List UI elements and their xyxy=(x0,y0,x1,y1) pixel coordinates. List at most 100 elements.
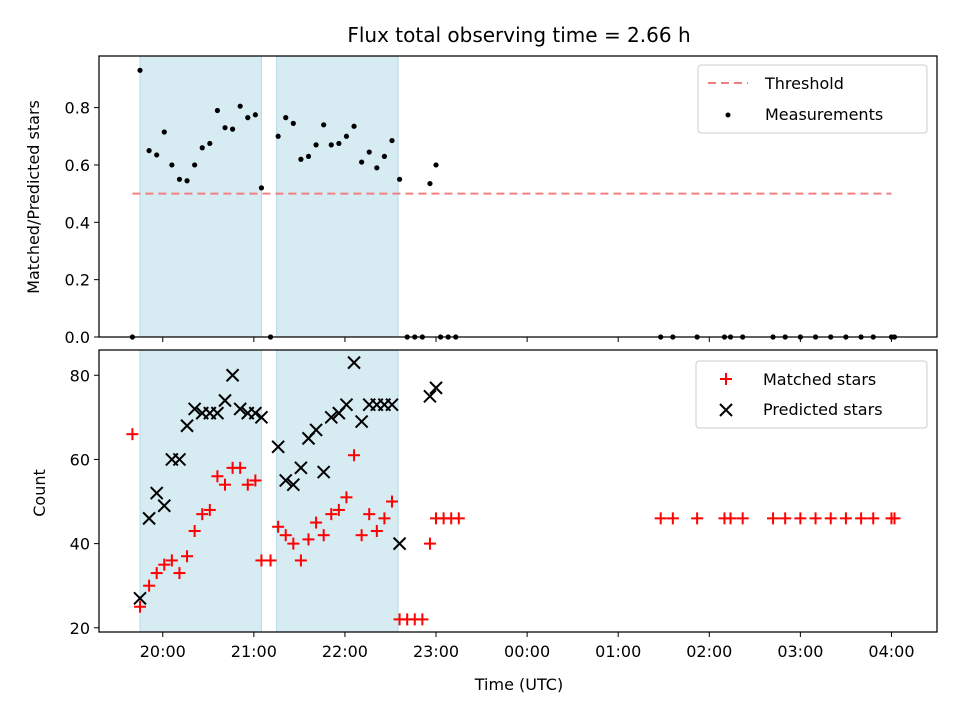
x-stroke-b xyxy=(279,473,293,488)
measurement-point xyxy=(359,159,365,165)
legend-predicted-label: Predicted stars xyxy=(763,400,883,419)
predicted-stars-point xyxy=(233,402,247,416)
matched-stars-point xyxy=(867,512,880,525)
measurement-point xyxy=(366,149,372,155)
matched-stars-point xyxy=(264,554,277,567)
predicted-stars-point xyxy=(254,410,269,425)
top-panel-x-ticks xyxy=(162,337,892,342)
matched-stars-point xyxy=(126,428,139,441)
matched-stars-point xyxy=(809,512,822,525)
predicted-stars-point xyxy=(316,465,331,479)
matched-stars-point xyxy=(310,516,323,529)
top-panel: 0.00.20.40.60.8 Matched/Predicted stars … xyxy=(24,55,938,347)
bottom-panel: 20 40 60 80 20:00 21:00 22:00 23:00 00:00 01:00 0… xyxy=(30,349,938,694)
matched-stars-point xyxy=(385,495,398,508)
matched-stars-point xyxy=(219,478,232,491)
x-stroke-b xyxy=(324,410,338,425)
x-stroke-b xyxy=(354,414,369,429)
matched-stars-point xyxy=(423,537,436,550)
x-stroke-b xyxy=(149,486,164,500)
top-panel-y-label: Matched/Predicted stars xyxy=(24,100,43,294)
x-axis-label: Time (UTC) xyxy=(474,675,563,694)
legend-predicted-swatch xyxy=(719,403,733,417)
predicted-stars-point xyxy=(187,402,202,416)
matched-stars-point xyxy=(839,512,852,525)
measurement-point xyxy=(229,126,236,132)
matched-stars-point xyxy=(363,508,376,521)
x-stroke-b xyxy=(271,440,285,454)
matched-stars-point xyxy=(150,567,163,580)
top-panel-shaded-spans xyxy=(139,55,399,338)
top-panel-frame xyxy=(98,55,938,338)
y-tick-label: 40 xyxy=(70,535,90,554)
measurement-point xyxy=(184,178,190,184)
matched-stars-point xyxy=(133,600,146,613)
matched-stars-point xyxy=(794,512,807,525)
matched-stars-point xyxy=(824,512,837,525)
chart-title: Flux total observing time = 2.66 h xyxy=(347,23,690,47)
legend-measurements-swatch xyxy=(725,112,731,118)
shaded-span-1 xyxy=(139,349,262,633)
predicted-stars-point xyxy=(324,410,338,425)
x-tick-label: 01:00 xyxy=(595,642,641,661)
matched-stars-point xyxy=(724,512,737,525)
measurement-point xyxy=(169,162,175,168)
predicted-stars-point xyxy=(218,393,232,408)
measurement-point xyxy=(321,122,327,128)
x-stroke-b xyxy=(210,406,225,420)
x-stroke-b xyxy=(392,536,407,551)
matched-stars-point xyxy=(181,550,194,563)
measurement-point xyxy=(199,145,205,151)
x-tick-label: 20:00 xyxy=(140,642,186,661)
predicted-stars-point xyxy=(225,368,240,382)
shaded-span-2 xyxy=(276,349,399,633)
matched-stars-point xyxy=(279,529,292,542)
measurement-point xyxy=(336,140,342,147)
shaded-span-1 xyxy=(139,55,262,338)
matched-stars-point xyxy=(173,567,186,580)
measurement-point xyxy=(252,112,258,118)
measurement-point xyxy=(328,142,334,148)
count-points xyxy=(126,355,901,626)
matched-stars-point xyxy=(211,470,224,483)
legend-measurements-label: Measurements xyxy=(765,105,883,124)
matched-stars-point xyxy=(203,503,216,516)
measurement-point xyxy=(381,153,388,159)
x-tick-label: 23:00 xyxy=(413,642,459,661)
measurement-point xyxy=(237,103,243,109)
predicted-stars-point xyxy=(286,477,301,492)
matched-stars-point xyxy=(332,503,345,516)
measurement-point xyxy=(427,180,433,187)
measurement-point xyxy=(161,129,167,135)
top-legend-box xyxy=(697,64,928,134)
predicted-stars-point xyxy=(142,511,156,526)
bottom-panel-legend: Matched stars Predicted stars xyxy=(695,360,928,429)
measurement-point xyxy=(192,162,198,168)
matched-stars-point xyxy=(452,512,465,525)
matched-stars-point xyxy=(234,461,247,474)
legend-matched-label: Matched stars xyxy=(763,370,876,389)
x-stroke-b xyxy=(347,355,361,370)
x-stroke-b xyxy=(294,461,308,475)
y-tick-label: 60 xyxy=(70,450,90,469)
measurement-point xyxy=(245,115,251,121)
x-stroke-b xyxy=(233,402,247,416)
bottom-legend-box xyxy=(695,360,928,429)
measurement-point xyxy=(275,133,281,139)
x-stroke-b xyxy=(172,452,187,467)
measurement-point xyxy=(146,148,152,154)
predicted-stars-point xyxy=(157,499,171,513)
matched-stars-point xyxy=(378,512,391,525)
bottom-panel-y-label: Count xyxy=(30,469,49,517)
predicted-stars-point xyxy=(271,440,285,454)
x-stroke-b xyxy=(142,511,156,526)
bottom-panel-frame xyxy=(98,349,938,633)
measurement-point xyxy=(396,176,403,182)
matched-stars-point xyxy=(736,512,749,525)
predicted-stars-point xyxy=(392,536,407,551)
matched-stars-point xyxy=(855,512,868,525)
x-stroke-b xyxy=(225,368,240,382)
matched-stars-point xyxy=(143,579,156,592)
matched-stars-point xyxy=(317,529,330,542)
